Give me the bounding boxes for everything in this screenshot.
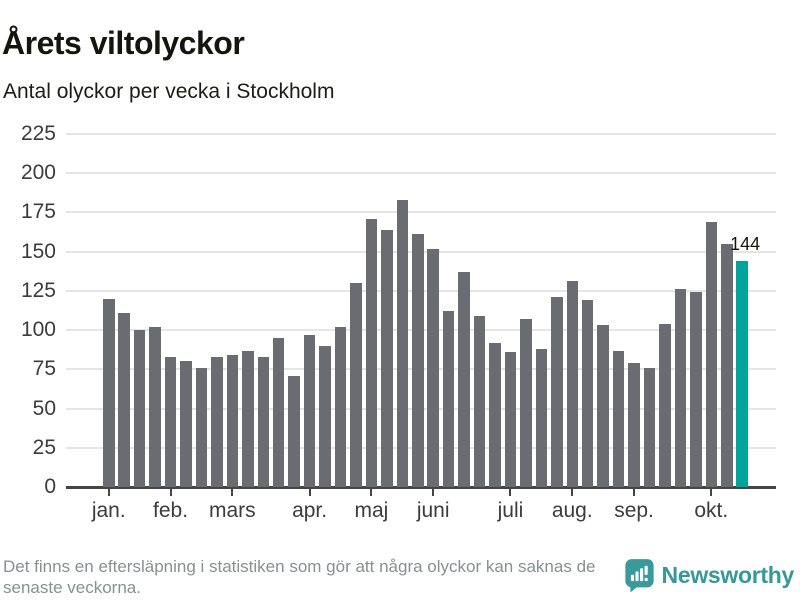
x-axis-tick	[231, 489, 234, 496]
bar-week-27	[504, 352, 517, 487]
bar-week-14	[303, 334, 316, 487]
newsworthy-logo-icon	[624, 559, 654, 593]
bar-week-5	[164, 356, 177, 487]
bar-week-4	[149, 326, 161, 487]
gridline	[66, 172, 776, 175]
chart-subtitle: Antal olyckor per vecka i Stockholm	[3, 80, 335, 103]
bar-week-37	[659, 323, 671, 487]
bar-week-29	[535, 348, 548, 487]
x-tick-label: feb.	[153, 499, 189, 522]
x-tick-label: juli	[497, 499, 524, 522]
bar-week-2	[118, 312, 130, 487]
bar-week-17	[350, 283, 362, 487]
x-tick-label: juni	[416, 499, 450, 522]
bar-week-11	[257, 356, 269, 487]
bar-week-32	[581, 300, 594, 487]
y-tick-label: 225	[20, 122, 56, 145]
bar-week-35	[628, 363, 640, 487]
x-axis-tick	[169, 489, 172, 496]
bar-week-30	[551, 297, 563, 487]
footnote: Det finns en eftersläpning i statistiken…	[3, 557, 596, 598]
bar-week-19	[381, 229, 393, 487]
x-axis-tick	[107, 489, 110, 496]
x-tick-label: maj	[354, 499, 389, 522]
x-tick-label: apr.	[292, 499, 328, 522]
x-tick-label: okt.	[694, 499, 729, 522]
y-tick-label: 0	[44, 475, 56, 498]
x-axis-tick	[432, 489, 435, 496]
y-tick-label: 125	[20, 278, 56, 302]
bar-week-33	[597, 325, 609, 487]
x-tick-label: mars	[209, 499, 256, 522]
bar-week-13	[288, 375, 300, 487]
bar-week-23	[442, 311, 455, 487]
bar-week-21	[412, 234, 424, 487]
x-axis-tick	[710, 489, 713, 496]
x-axis-tick	[370, 489, 373, 496]
x-axis-line	[66, 486, 776, 489]
bar-week-36	[643, 367, 656, 487]
bar-week-12	[272, 337, 285, 487]
bar-week-9	[226, 355, 239, 487]
bar-week-24	[458, 272, 470, 487]
x-axis-tick	[571, 489, 574, 496]
bar-week-7	[195, 367, 208, 487]
bar-week-20	[396, 199, 409, 487]
gridline	[66, 133, 776, 135]
x-tick-label: aug.	[551, 499, 593, 522]
x-tick-label: sep.	[614, 499, 654, 522]
newsworthy-logo: Newsworthy	[624, 558, 794, 593]
bar-week-16	[334, 326, 347, 487]
bar-week-25	[473, 315, 486, 487]
bar-week-3	[133, 330, 146, 487]
weekly-accidents-bar-chart: 0 25 50 75 100 125 150 175 200 225 jan. feb. mars apr…	[0, 120, 800, 532]
gridline	[66, 211, 776, 214]
x-axis-tick	[308, 489, 311, 496]
bar-week-1	[103, 298, 115, 487]
highlight-value-label: 144	[730, 234, 761, 255]
bar-week-39	[690, 292, 702, 487]
bar-week-22	[427, 248, 439, 487]
y-tick-label: 50	[32, 396, 56, 420]
bar-week-40	[705, 221, 718, 487]
bar-week-34	[612, 350, 625, 487]
bar-week-41	[721, 243, 733, 487]
x-axis-tick	[633, 489, 636, 496]
y-tick-label: 25	[32, 435, 56, 459]
chart-title: Årets viltolyckor	[2, 25, 245, 62]
bar-week-8	[211, 356, 223, 487]
bar-week-10	[242, 350, 254, 487]
y-tick-label: 200	[20, 161, 56, 185]
x-axis-tick	[509, 489, 512, 496]
y-tick-label: 75	[32, 357, 56, 381]
bar-week-42-highlighted	[736, 261, 748, 487]
bar-week-15	[319, 345, 331, 487]
bar-week-18	[365, 218, 378, 487]
bar-week-38	[674, 289, 687, 487]
bar-week-31	[566, 281, 578, 487]
newsworthy-logo-text: Newsworthy	[661, 562, 795, 588]
bar-week-6	[180, 361, 192, 487]
y-tick-label: 175	[20, 200, 56, 224]
y-tick-label: 100	[20, 318, 56, 342]
bar-week-28	[520, 319, 532, 487]
y-tick-label: 150	[20, 239, 56, 263]
bar-week-26	[489, 342, 501, 487]
x-tick-label: jan.	[91, 499, 126, 522]
